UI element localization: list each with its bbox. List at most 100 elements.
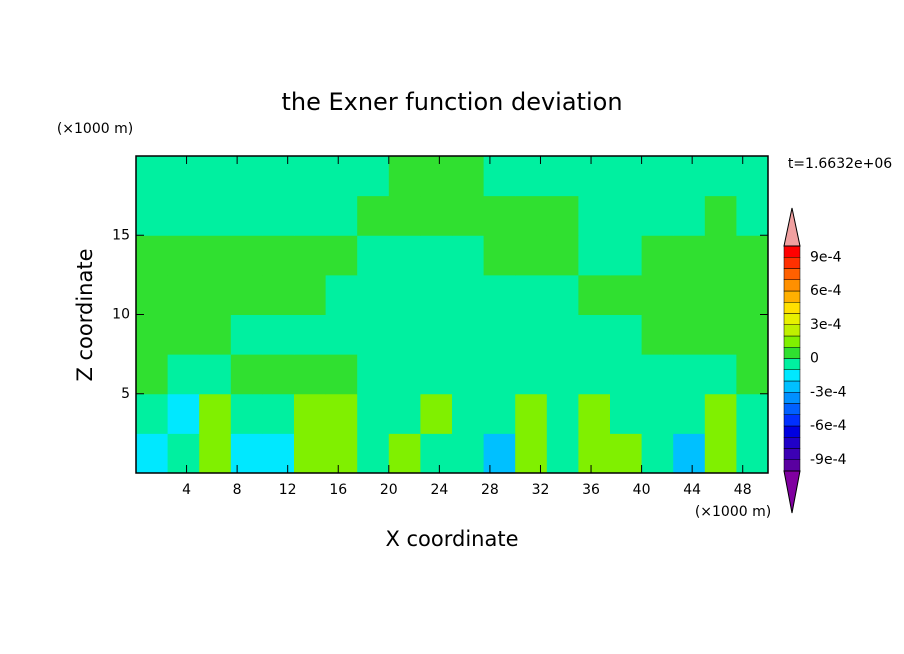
field-cell xyxy=(262,235,295,276)
field-cell xyxy=(546,195,579,236)
field-cell xyxy=(483,314,516,355)
field-cell xyxy=(167,354,200,395)
field-cell xyxy=(641,393,674,434)
field-cell xyxy=(136,393,169,434)
field-cell xyxy=(641,314,674,355)
field-cell xyxy=(294,274,327,315)
field-cell xyxy=(452,433,485,474)
field-cell xyxy=(483,354,516,395)
field-cell xyxy=(357,274,390,315)
colorbar-band xyxy=(783,257,801,269)
x-tick-label: 28 xyxy=(481,482,499,498)
field-cell xyxy=(515,393,548,434)
field-cell xyxy=(673,433,706,474)
chart-title: the Exner function deviation xyxy=(281,88,622,116)
field-cell xyxy=(736,433,769,474)
colorbar-band xyxy=(783,403,801,415)
field-cell xyxy=(641,235,674,276)
field-cell xyxy=(610,235,643,276)
field-cell xyxy=(294,195,327,236)
field-cell xyxy=(294,156,327,197)
x-tick-label: 48 xyxy=(734,482,752,498)
field-cell xyxy=(515,354,548,395)
field-cell xyxy=(325,235,358,276)
field-cell xyxy=(388,354,421,395)
colorbar-tick-label: -3e-4 xyxy=(810,384,847,400)
colorbar-band xyxy=(783,380,801,393)
field-cell xyxy=(262,433,295,474)
field-cell xyxy=(420,314,453,355)
field-cell xyxy=(515,235,548,276)
field-cell xyxy=(483,433,516,474)
colorbar-tick-label: -6e-4 xyxy=(810,418,847,434)
field-cell xyxy=(357,235,390,276)
field-cell xyxy=(357,314,390,355)
y-axis-label: Z coordinate xyxy=(73,248,97,381)
field-cell xyxy=(262,156,295,197)
field-cell xyxy=(199,274,232,315)
field-cell xyxy=(641,274,674,315)
field-cell xyxy=(420,156,453,197)
field-cell xyxy=(388,195,421,236)
field-cell xyxy=(325,156,358,197)
field-cell xyxy=(610,156,643,197)
field-cell xyxy=(673,235,706,276)
field-cell xyxy=(736,195,769,236)
field-cell xyxy=(262,393,295,434)
field-cell xyxy=(452,354,485,395)
colorbar-band xyxy=(783,302,801,314)
colorbar-band xyxy=(783,245,801,258)
colorbar-band xyxy=(783,437,801,449)
field-cell xyxy=(230,354,263,395)
field-cell xyxy=(673,156,706,197)
colorbar-band xyxy=(783,324,801,337)
field-cell xyxy=(420,354,453,395)
field-cell xyxy=(641,156,674,197)
x-tick-label: 12 xyxy=(279,482,297,498)
x-tick-label: 44 xyxy=(683,482,701,498)
colorbar-band xyxy=(783,358,801,370)
field-cell xyxy=(388,433,421,474)
field-cell xyxy=(388,393,421,434)
field-cell xyxy=(199,354,232,395)
field-cell xyxy=(420,393,453,434)
field-cell xyxy=(483,393,516,434)
field-cell xyxy=(515,156,548,197)
field-cell xyxy=(420,195,453,236)
y-unit: (×1000 m) xyxy=(57,121,133,137)
field-cell xyxy=(294,235,327,276)
field-cell xyxy=(578,235,611,276)
field-cell xyxy=(357,354,390,395)
field-cell xyxy=(136,156,169,197)
field-cell xyxy=(230,314,263,355)
colorbar-band xyxy=(783,414,801,427)
colorbar-band xyxy=(783,448,801,460)
field-cell xyxy=(515,195,548,236)
colorbar-tick-label: 0 xyxy=(810,351,819,367)
field-cell xyxy=(262,274,295,315)
field-cell xyxy=(673,393,706,434)
field-cell xyxy=(357,393,390,434)
field-cell xyxy=(325,274,358,315)
field-cell xyxy=(230,274,263,315)
field-cell xyxy=(325,354,358,395)
field-cell xyxy=(578,354,611,395)
colorbar-band xyxy=(783,369,801,382)
field-cell xyxy=(546,354,579,395)
field-cell xyxy=(388,274,421,315)
field-cell xyxy=(704,195,737,236)
colorbar-tick-label: -9e-4 xyxy=(810,452,847,468)
field-cell xyxy=(294,354,327,395)
field-cell xyxy=(294,393,327,434)
colorbar-band xyxy=(783,425,801,438)
field-cell xyxy=(515,433,548,474)
field-cell xyxy=(388,314,421,355)
field-cell xyxy=(452,314,485,355)
colorbar-tick-label: 3e-4 xyxy=(810,317,842,333)
field-cell xyxy=(167,156,200,197)
field-cell xyxy=(641,354,674,395)
colorbar-band xyxy=(783,268,801,280)
field-cell xyxy=(230,156,263,197)
field-cell xyxy=(483,195,516,236)
colorbar-tick-label: 9e-4 xyxy=(810,249,842,265)
